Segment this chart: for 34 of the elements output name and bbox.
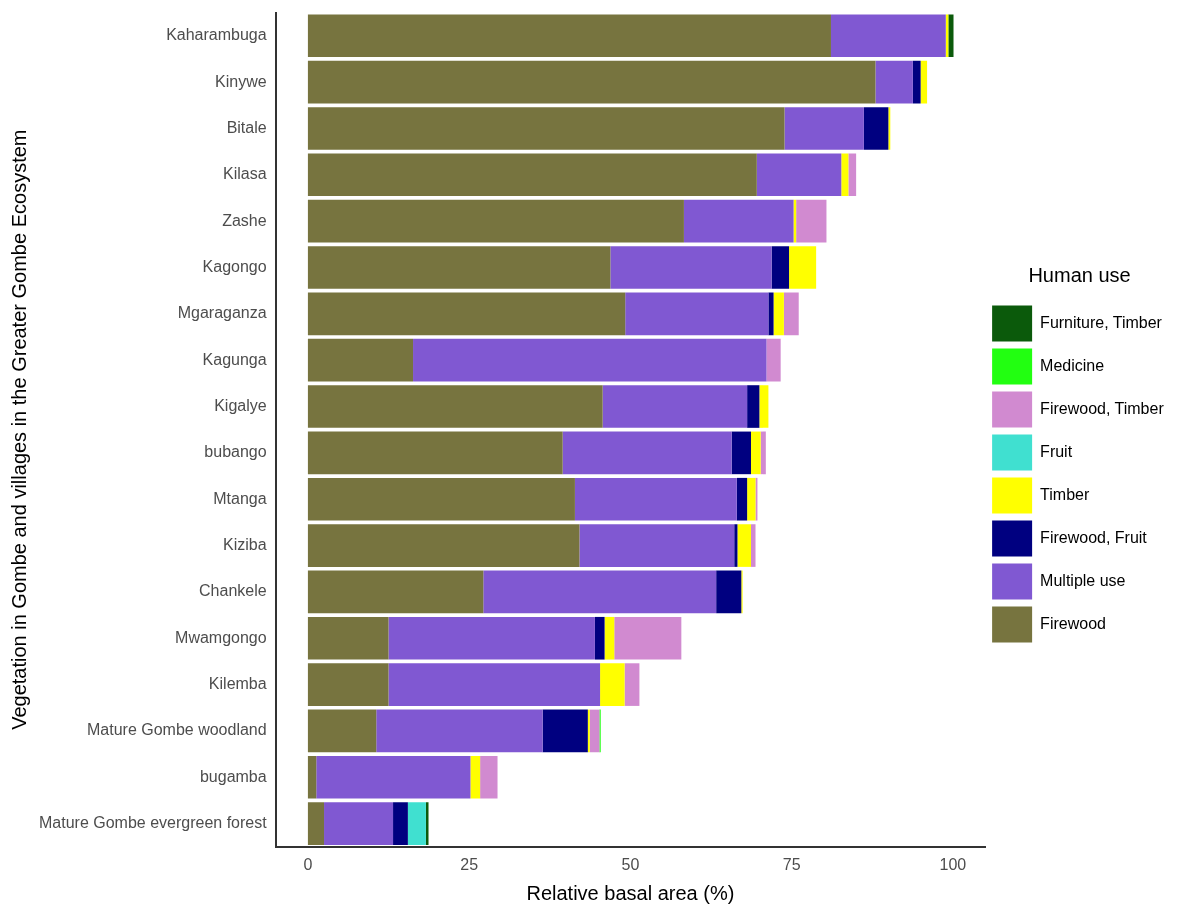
y-tick-label: Kagongo <box>202 257 267 275</box>
x-tick-label: 75 <box>782 855 801 873</box>
legend-label: Fruit <box>1040 442 1073 460</box>
y-tick-label: Kinywe <box>215 72 267 90</box>
x-tick-label: 0 <box>303 855 313 873</box>
y-tick-label: Kiziba <box>223 535 267 553</box>
y-tick-label: Kilasa <box>223 165 267 183</box>
legend-label: Furniture, Timber <box>1040 313 1163 331</box>
y-tick-label: Mgaraganza <box>177 304 267 322</box>
legend-label: Firewood, Fruit <box>1040 528 1148 546</box>
legend-label: Multiple use <box>1040 571 1126 589</box>
y-tick-label: Kilemba <box>208 675 267 692</box>
y-tick-label: Mature Gombe woodland <box>87 721 267 739</box>
y-tick-label: Mtanga <box>213 489 267 507</box>
legend-label: Firewood, Timber <box>1040 399 1165 417</box>
y-tick-label: Kagunga <box>202 350 267 368</box>
y-tick-label: Zashe <box>222 211 267 229</box>
y-tick-label: Kaharambuga <box>166 26 267 44</box>
y-tick-label: Chankele <box>199 582 267 600</box>
y-tick-label: Mwamgongo <box>175 628 267 646</box>
legend-label: Timber <box>1040 485 1090 503</box>
x-axis-title: Relative basal area (%) <box>526 881 735 904</box>
x-tick-label: 25 <box>460 855 479 873</box>
x-tick-label: 100 <box>939 855 967 873</box>
y-tick-label: Mature Gombe evergreen forest <box>38 814 268 832</box>
legend-title: Human use <box>1028 264 1131 287</box>
y-axis-title: Vegetation in Gombe and villages in the Greater Gombe Ecosystem <box>7 129 30 730</box>
y-tick-label: Kigalye <box>214 396 267 414</box>
legend-label: Medicine <box>1040 356 1105 374</box>
y-tick-label: bugamba <box>199 767 267 785</box>
y-tick-label: Bitale <box>226 118 267 136</box>
y-tick-label: bubango <box>204 443 267 461</box>
x-tick-label: 50 <box>621 855 640 873</box>
legend-label: Firewood <box>1040 614 1106 632</box>
